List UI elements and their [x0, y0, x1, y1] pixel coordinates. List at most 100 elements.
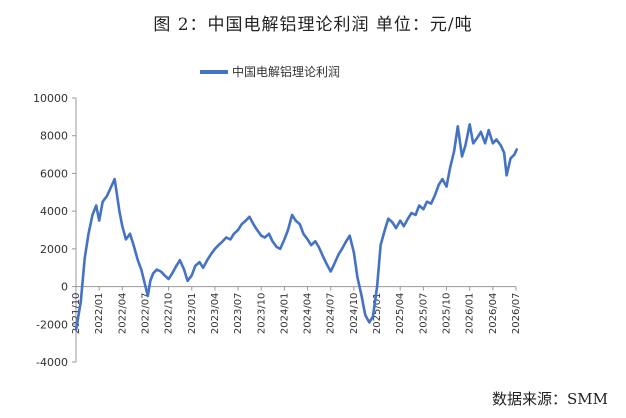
data-point — [476, 136, 479, 139]
x-tick-label: 2025/10 — [442, 293, 453, 335]
x-tick-label: 2024/10 — [349, 293, 360, 335]
data-point — [109, 187, 112, 190]
data-point — [472, 142, 475, 145]
data-point — [287, 229, 289, 231]
data-point — [190, 274, 193, 277]
series-line — [74, 123, 519, 331]
data-point — [283, 238, 286, 241]
x-tick-label: 2024/04 — [303, 293, 314, 335]
data-point — [98, 219, 101, 222]
data-point — [379, 244, 382, 247]
data-point — [75, 329, 77, 331]
data-point — [505, 174, 508, 177]
data-point — [183, 268, 186, 271]
data-point — [461, 155, 463, 158]
data-point — [206, 259, 209, 262]
data-point — [368, 321, 371, 324]
data-point — [186, 280, 189, 282]
series-layer — [74, 123, 519, 331]
y-tick-label: -4000 — [36, 356, 68, 369]
data-point — [233, 232, 235, 235]
data-point — [140, 268, 143, 271]
data-point — [410, 212, 413, 214]
data-point — [364, 314, 367, 316]
x-axis-ticks: 2021/10 2022/01 2022/04 2022/07 2022/10 2023/… — [71, 286, 522, 335]
data-point — [221, 240, 224, 243]
chart-title: 图 2：中国电解铝理论利润 单位：元/吨 — [153, 15, 473, 35]
y-tick-label: 10000 — [33, 92, 68, 105]
x-tick-label: 2025/01 — [372, 293, 383, 335]
data-point — [402, 225, 405, 228]
data-point — [175, 264, 178, 267]
data-point — [360, 295, 363, 297]
data-point — [499, 144, 502, 147]
data-point — [372, 315, 374, 318]
data-point — [144, 285, 147, 288]
data-point — [356, 276, 359, 278]
data-point — [149, 280, 152, 282]
data-point — [433, 195, 436, 198]
data-point — [414, 214, 417, 216]
x-tick-label: 2023/01 — [187, 293, 198, 335]
data-point — [399, 219, 402, 222]
data-point — [271, 240, 274, 243]
data-point — [491, 142, 494, 145]
data-point — [101, 200, 104, 203]
data-point — [87, 232, 90, 235]
data-point — [468, 123, 471, 126]
x-tick-label: 2026/01 — [465, 293, 476, 335]
data-point — [209, 253, 212, 256]
data-point — [275, 246, 278, 248]
data-point — [202, 266, 205, 269]
data-point — [146, 295, 149, 297]
data-point — [441, 178, 444, 181]
data-point — [129, 232, 131, 235]
data-point — [395, 227, 397, 230]
data-point — [484, 142, 486, 145]
data-point — [116, 193, 118, 196]
x-tick-label: 2025/07 — [418, 293, 429, 335]
data-point — [106, 195, 108, 198]
data-point — [383, 229, 386, 231]
data-point — [322, 255, 324, 258]
x-tick-label: 2026/04 — [488, 293, 499, 335]
data-point — [464, 144, 467, 147]
data-point — [113, 178, 116, 181]
data-point — [198, 261, 201, 263]
data-point — [449, 166, 451, 169]
data-point — [480, 131, 482, 133]
data-point — [329, 270, 332, 273]
data-point — [426, 200, 428, 203]
x-tick-label: 2022/07 — [140, 293, 151, 335]
data-point — [376, 285, 378, 288]
data-point — [244, 219, 247, 222]
x-tick-label: 2023/10 — [256, 293, 267, 335]
x-tick-label: 2022/04 — [117, 293, 128, 335]
x-tick-label: 2023/07 — [233, 293, 244, 335]
data-source: 数据来源：SMM — [492, 390, 608, 408]
data-point — [167, 278, 170, 280]
data-point — [325, 263, 328, 265]
data-point — [179, 259, 181, 262]
data-point — [513, 153, 516, 156]
y-tick-label: 0 — [61, 281, 68, 294]
x-tick-label: 2024/01 — [279, 293, 290, 335]
data-point — [353, 251, 355, 254]
data-point — [407, 217, 409, 220]
data-point — [299, 223, 301, 226]
data-point — [279, 248, 282, 250]
data-point — [453, 149, 456, 152]
data-point — [217, 244, 220, 247]
data-point — [294, 219, 297, 222]
data-point — [306, 238, 309, 241]
data-point — [503, 151, 505, 154]
y-axis-ticks: -4000 -2000 0 2000 4000 6000 8000 10000 — [33, 92, 76, 369]
x-tick-label: 2022/10 — [164, 293, 175, 335]
data-point — [430, 202, 432, 205]
data-point — [152, 272, 155, 275]
data-point — [225, 236, 228, 239]
legend-label: 中国电解铝理论利润 — [232, 64, 340, 79]
data-point — [83, 257, 86, 260]
data-point — [495, 138, 498, 141]
